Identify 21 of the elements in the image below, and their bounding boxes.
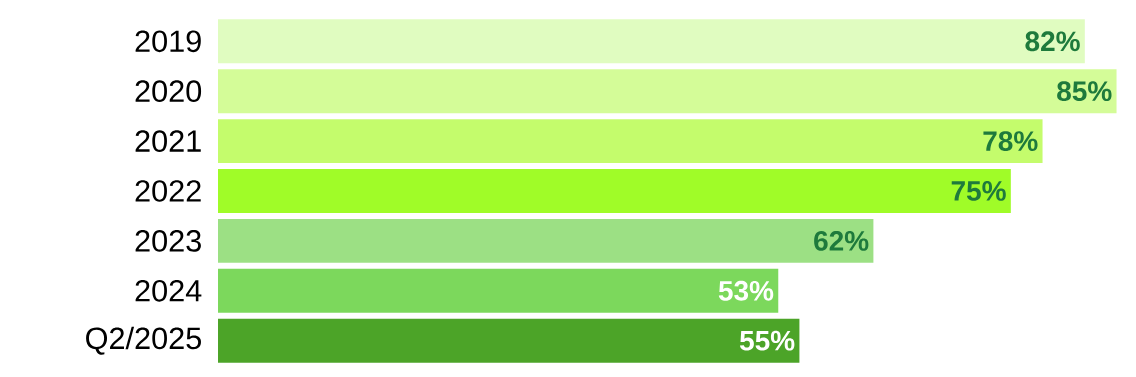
bar xyxy=(218,268,779,313)
y-tick-label: 2024 xyxy=(135,279,202,302)
y-tick-label: 2020 xyxy=(135,80,202,103)
bar xyxy=(218,69,1117,114)
data-label: 62% xyxy=(814,230,869,251)
y-tick-label: 2022 xyxy=(135,180,201,202)
bar xyxy=(218,169,1011,213)
data-label: 78% xyxy=(983,131,1038,151)
data-label: 85% xyxy=(1057,81,1112,102)
bar xyxy=(218,318,800,363)
bar xyxy=(218,218,874,263)
bar xyxy=(218,119,1043,164)
data-label: 75% xyxy=(951,181,1006,201)
data-label: 82% xyxy=(1025,31,1080,52)
y-tick-label: Q2/2025 xyxy=(86,326,201,355)
y-tick-label: 2023 xyxy=(135,230,201,252)
data-label: 53% xyxy=(718,280,774,301)
y-tick-label: 2021 xyxy=(135,130,201,152)
y-tick-label: 2019 xyxy=(135,30,201,53)
bar xyxy=(218,19,1085,64)
data-label: 55% xyxy=(739,330,795,351)
